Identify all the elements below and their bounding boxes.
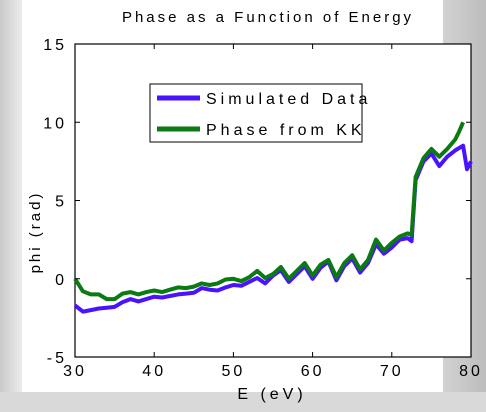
left-background	[0, 0, 22, 412]
tick-layer: 30 40 50 60 70 80 -5 0 5 10 15	[43, 37, 483, 380]
y-tick-label: 10	[43, 115, 67, 132]
legend-label-simulated: Simulated Data	[206, 91, 371, 108]
x-tick-label: 40	[142, 363, 166, 380]
x-tick-label: 80	[459, 363, 483, 380]
legend: Simulated Data Phase from KK	[149, 83, 371, 143]
x-tick-label: 30	[63, 363, 87, 380]
y-tick-label: 5	[55, 194, 67, 211]
x-tick-label: 70	[380, 363, 404, 380]
x-axis-label: E (eV)	[237, 386, 306, 403]
series-layer	[73, 121, 473, 314]
chart-title: Phase as a Function of Energy	[122, 9, 414, 26]
y-tick-label: 15	[43, 37, 67, 54]
series-line-kk	[73, 121, 465, 302]
y-tick-label: -5	[47, 350, 67, 367]
x-tick-label: 60	[301, 363, 325, 380]
legend-label-kk: Phase from KK	[206, 122, 366, 139]
x-tick-label: 50	[222, 363, 246, 380]
y-tick-label: 0	[55, 272, 67, 289]
y-axis-label: phi (rad)	[27, 191, 44, 274]
bottom-background	[0, 392, 486, 412]
legend-box	[149, 83, 363, 143]
